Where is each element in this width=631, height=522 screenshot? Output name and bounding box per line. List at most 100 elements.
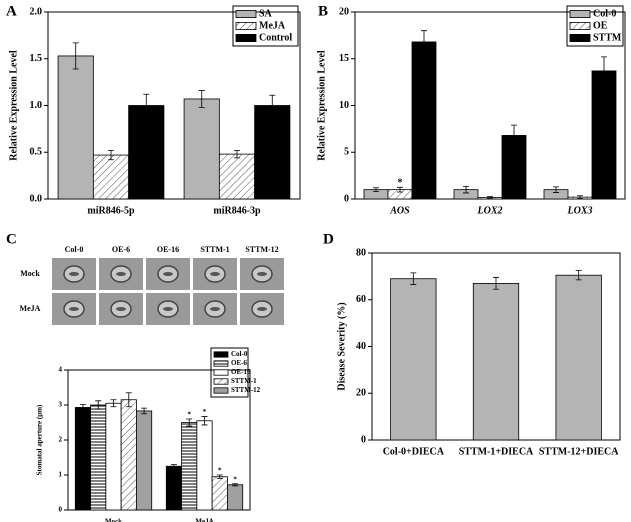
y-tick-label: 1 xyxy=(59,471,63,479)
legend-label: STTM-12 xyxy=(231,386,261,394)
legend-label: STTM-1 xyxy=(231,377,257,385)
bar xyxy=(92,154,130,200)
bar xyxy=(57,55,94,200)
error-bar xyxy=(198,90,205,108)
error-bar xyxy=(421,30,427,54)
legend-label: MeJA xyxy=(259,20,286,31)
x-tick-label: MeJA xyxy=(195,518,213,522)
error-bar xyxy=(234,149,240,159)
error-bar xyxy=(186,418,193,427)
bar xyxy=(183,98,220,200)
y-tick-label: 0 xyxy=(344,193,349,204)
legend-swatch xyxy=(213,360,229,367)
legend-swatch xyxy=(235,21,257,30)
legend-swatch xyxy=(569,34,591,43)
legend-label: OE-16 xyxy=(231,368,251,376)
stomata-pore xyxy=(163,307,173,311)
y-tick-label: 0 xyxy=(59,506,63,514)
error-bar xyxy=(143,93,150,118)
bar xyxy=(90,404,107,511)
legend-label: Col-0 xyxy=(231,350,248,358)
x-tick-label: LOX3 xyxy=(567,205,593,216)
significance-mark: * xyxy=(203,408,207,416)
y-axis-label: Stomatal aperture (μm) xyxy=(36,404,44,475)
panel-label: A xyxy=(6,3,17,19)
error-bar xyxy=(601,56,607,86)
error-bar xyxy=(110,399,117,408)
bar xyxy=(227,484,244,511)
bar xyxy=(218,153,256,200)
legend-label: Control xyxy=(259,32,292,43)
image-row-label: Mock xyxy=(20,269,40,278)
legend-swatch xyxy=(213,387,229,394)
error-bar xyxy=(72,42,79,70)
bar xyxy=(390,278,437,441)
error-bar xyxy=(373,187,379,192)
significance-mark: * xyxy=(233,475,237,483)
legend-swatch xyxy=(213,378,229,385)
image-column-label: Col-0 xyxy=(65,245,84,254)
error-bar xyxy=(410,272,417,285)
error-bar xyxy=(141,407,148,415)
x-tick-label: miR846-3p xyxy=(213,205,261,216)
stomata-pore xyxy=(257,307,267,311)
x-tick-label: Col-0+DIECA xyxy=(383,446,445,457)
legend-swatch xyxy=(235,34,257,43)
bar xyxy=(211,476,228,511)
legend-label: STTM xyxy=(593,32,622,43)
bar xyxy=(591,70,617,200)
error-bar xyxy=(108,149,114,161)
error-bar xyxy=(577,195,583,199)
error-bar xyxy=(125,392,132,408)
bar xyxy=(105,402,122,511)
bar xyxy=(165,465,182,511)
y-tick-label: 1.5 xyxy=(30,53,43,64)
error-bar xyxy=(95,400,102,410)
error-bar xyxy=(232,483,239,487)
stomata-pore xyxy=(116,272,126,276)
legend-swatch xyxy=(213,369,229,376)
significance-mark: * xyxy=(398,178,403,189)
stomata-pore xyxy=(257,272,267,276)
bar xyxy=(411,41,437,200)
image-column-label: OE-16 xyxy=(157,245,179,254)
y-tick-label: 20 xyxy=(356,388,366,399)
y-tick-label: 10 xyxy=(339,100,349,111)
x-tick-label: miR846-5p xyxy=(87,205,135,216)
x-tick-label: STTM-1+DIECA xyxy=(459,446,534,457)
bar xyxy=(254,105,291,200)
image-column-label: OE-6 xyxy=(112,245,130,254)
bar xyxy=(555,274,602,441)
legend-label: Col-0 xyxy=(593,8,616,19)
stomata-pore xyxy=(163,272,173,276)
stomata-pore xyxy=(116,307,126,311)
y-tick-label: 0.5 xyxy=(30,147,43,158)
y-tick-label: 2.0 xyxy=(30,6,43,17)
y-axis-label: Relative Expression Level xyxy=(8,50,19,161)
y-tick-label: 1.0 xyxy=(30,100,43,111)
legend-label: OE xyxy=(593,20,608,31)
error-bar xyxy=(463,185,469,194)
legend-swatch xyxy=(569,9,591,18)
bar xyxy=(128,105,165,200)
bar xyxy=(196,420,213,511)
legend-frame xyxy=(566,5,624,47)
y-tick-label: 5 xyxy=(344,147,349,158)
y-axis-label: Relative Expression Level xyxy=(316,50,327,161)
y-tick-label: 2 xyxy=(59,436,63,444)
legend-label: SA xyxy=(259,8,273,19)
error-bar xyxy=(553,186,559,193)
panel-label: B xyxy=(318,3,328,19)
legend-frame xyxy=(232,5,299,47)
error-bar xyxy=(493,277,499,290)
image-column-label: STTM-12 xyxy=(245,245,278,254)
legend-swatch xyxy=(235,9,257,18)
legend-label: OE-6 xyxy=(231,359,247,367)
error-bar xyxy=(216,474,223,479)
stomata-pore xyxy=(210,307,220,311)
stomata-pore xyxy=(69,307,79,311)
x-tick-label: Mock xyxy=(105,518,122,522)
error-bar xyxy=(397,186,403,193)
error-bar xyxy=(575,270,582,281)
